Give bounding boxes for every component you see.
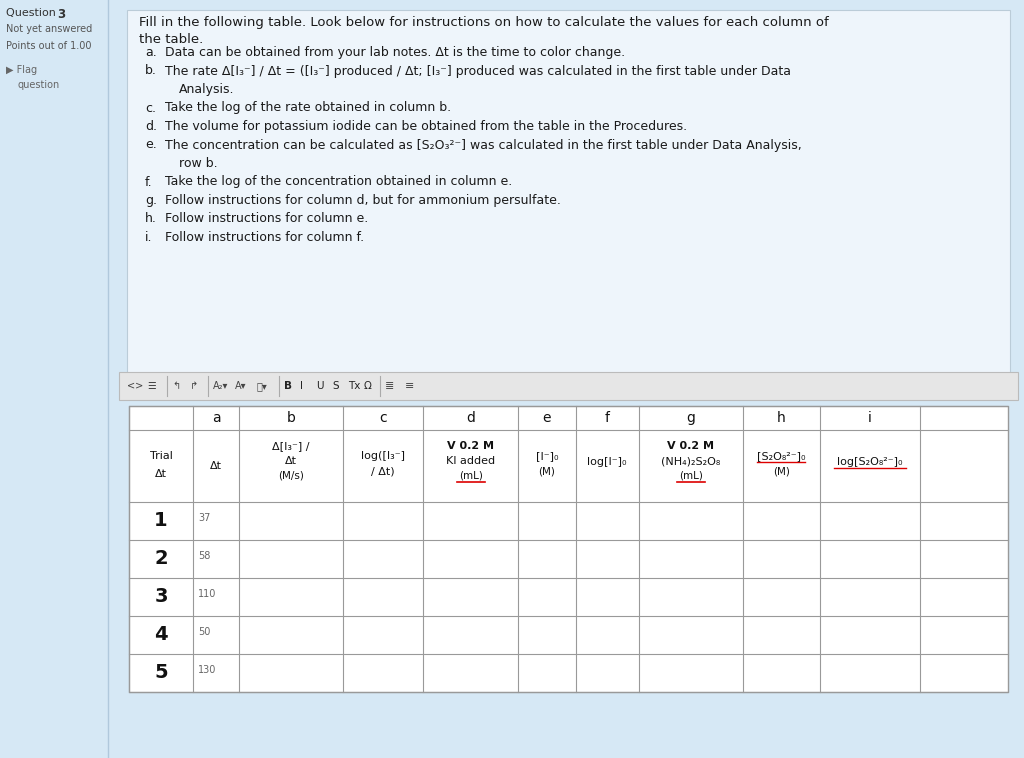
Text: question: question [18,80,60,90]
Text: I: I [300,381,303,391]
Text: Take the log of the rate obtained in column b.: Take the log of the rate obtained in col… [165,102,452,114]
Text: Follow instructions for column f.: Follow instructions for column f. [165,231,365,244]
Text: ≣: ≣ [385,381,394,391]
Text: A₂▾: A₂▾ [213,381,228,391]
Text: <>: <> [127,381,143,391]
Text: Question: Question [6,8,59,18]
Text: Ω: Ω [364,381,372,391]
Text: a.: a. [145,46,157,59]
Text: ≡: ≡ [406,381,415,391]
Text: Δt: Δt [155,469,167,479]
Text: h: h [777,411,785,425]
Text: The rate Δ[I₃⁻] / Δt = ([I₃⁻] produced / Δt; [I₃⁻] produced was calculated in th: The rate Δ[I₃⁻] / Δt = ([I₃⁻] produced /… [165,64,791,77]
Text: c: c [379,411,387,425]
Text: 4: 4 [155,625,168,644]
Text: f.: f. [145,176,153,189]
Text: Δt: Δt [285,456,297,466]
Text: Points out of 1.00: Points out of 1.00 [6,41,91,51]
Text: g: g [686,411,695,425]
Text: A▾: A▾ [234,381,247,391]
Text: e: e [543,411,551,425]
Text: log[S₂O₈²⁻]₀: log[S₂O₈²⁻]₀ [838,457,903,467]
Text: 37: 37 [199,513,211,523]
Text: Tx: Tx [348,381,360,391]
Text: d.: d. [145,120,157,133]
Text: V 0.2 M: V 0.2 M [668,441,714,451]
Text: 5: 5 [155,663,168,682]
Text: (M): (M) [539,467,555,477]
Text: KI added: KI added [446,456,496,466]
FancyBboxPatch shape [129,406,1008,692]
Text: ⦀▾: ⦀▾ [257,381,267,391]
Text: Trial: Trial [150,451,172,461]
Text: The concentration can be calculated as [S₂O₃²⁻] was calculated in the first tabl: The concentration can be calculated as [… [165,139,802,152]
Text: 58: 58 [199,551,211,561]
Text: e.: e. [145,139,157,152]
Text: Analysis.: Analysis. [179,83,234,96]
Text: c.: c. [145,102,156,114]
Text: row b.: row b. [179,157,218,170]
Text: (M/s): (M/s) [278,471,304,481]
Text: ↰: ↰ [172,381,180,391]
Text: g.: g. [145,194,157,207]
Text: h.: h. [145,212,157,225]
Text: ↱: ↱ [190,381,198,391]
Text: f: f [605,411,609,425]
Text: S: S [332,381,339,391]
Text: 3: 3 [155,587,168,606]
FancyBboxPatch shape [115,0,1022,388]
Text: Fill in the following table. Look below for instructions on how to calculate the: Fill in the following table. Look below … [139,16,828,29]
Text: (mL): (mL) [679,471,702,481]
Text: b: b [287,411,295,425]
FancyBboxPatch shape [127,10,1010,386]
Text: 3: 3 [57,8,66,21]
Text: log([I₃⁻]: log([I₃⁻] [361,451,406,461]
Text: Follow instructions for column e.: Follow instructions for column e. [165,212,369,225]
Text: b.: b. [145,64,157,77]
Text: 50: 50 [199,627,211,637]
Text: log[I⁻]₀: log[I⁻]₀ [588,457,627,467]
Text: / Δt): / Δt) [372,467,395,477]
Text: U: U [316,381,324,391]
Text: 130: 130 [199,665,216,675]
FancyBboxPatch shape [119,372,1018,400]
Text: [I⁻]₀: [I⁻]₀ [536,451,558,461]
Text: (NH₄)₂S₂O₈: (NH₄)₂S₂O₈ [662,456,720,466]
Text: i: i [868,411,871,425]
Text: 1: 1 [155,512,168,531]
Text: Δt: Δt [210,461,222,471]
Text: ☰: ☰ [147,381,156,391]
Text: 110: 110 [199,589,216,599]
Text: V 0.2 M: V 0.2 M [447,441,495,451]
Text: (M): (M) [773,467,790,477]
Text: a: a [212,411,220,425]
Text: Data can be obtained from your lab notes. Δt is the time to color change.: Data can be obtained from your lab notes… [165,46,625,59]
Text: the table.: the table. [139,33,203,46]
Text: Δ[I₃⁻] /: Δ[I₃⁻] / [272,441,309,451]
Text: (mL): (mL) [459,471,483,481]
Text: ▶ Flag: ▶ Flag [6,65,37,75]
Text: 2: 2 [155,550,168,568]
Text: i.: i. [145,231,153,244]
Text: B: B [284,381,292,391]
Text: Not yet answered: Not yet answered [6,24,92,34]
Text: [S₂O₈²⁻]₀: [S₂O₈²⁻]₀ [757,451,806,461]
Text: The volume for potassium iodide can be obtained from the table in the Procedures: The volume for potassium iodide can be o… [165,120,687,133]
Text: d: d [467,411,475,425]
Text: Follow instructions for column d, but for ammonium persulfate.: Follow instructions for column d, but fo… [165,194,561,207]
Text: Take the log of the concentration obtained in column e.: Take the log of the concentration obtain… [165,176,512,189]
